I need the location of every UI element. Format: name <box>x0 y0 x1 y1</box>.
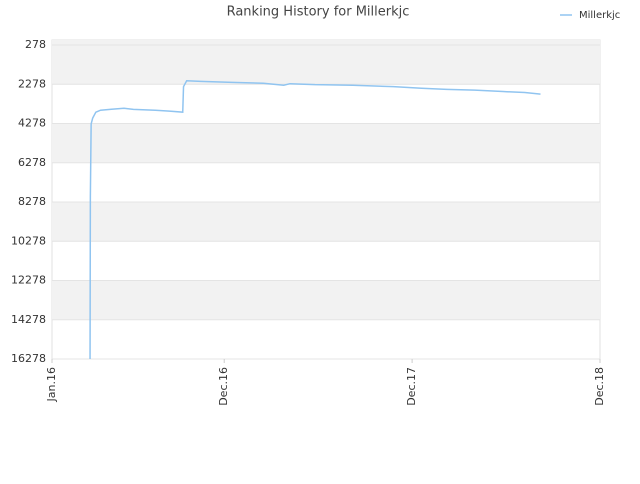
grid-band <box>52 123 600 163</box>
y-tick-label: 278 <box>25 38 46 51</box>
x-tick-label: Dec.16 <box>217 367 230 406</box>
y-tick-label: 12278 <box>11 274 46 287</box>
grid-band <box>52 280 600 320</box>
grid-band <box>52 202 600 242</box>
line <box>89 79 541 360</box>
legend-label: Millerkjc <box>579 10 620 21</box>
x-tick-label: Dec.17 <box>405 367 418 406</box>
x-tick-label: Jan.16 <box>45 367 58 402</box>
y-tick-label: 4278 <box>18 117 46 130</box>
y-tick-label: 14278 <box>11 313 46 326</box>
y-tick-label: 2278 <box>18 77 46 90</box>
x-tick-label: Dec.18 <box>593 367 606 406</box>
y-tick-label: 6278 <box>18 156 46 169</box>
grid-band <box>52 40 600 85</box>
y-tick-label: 10278 <box>11 234 46 247</box>
y-tick-label: 8278 <box>18 195 46 208</box>
chart-title: Ranking History for Millerkjc <box>227 5 410 20</box>
y-tick-label: 16278 <box>11 352 46 365</box>
